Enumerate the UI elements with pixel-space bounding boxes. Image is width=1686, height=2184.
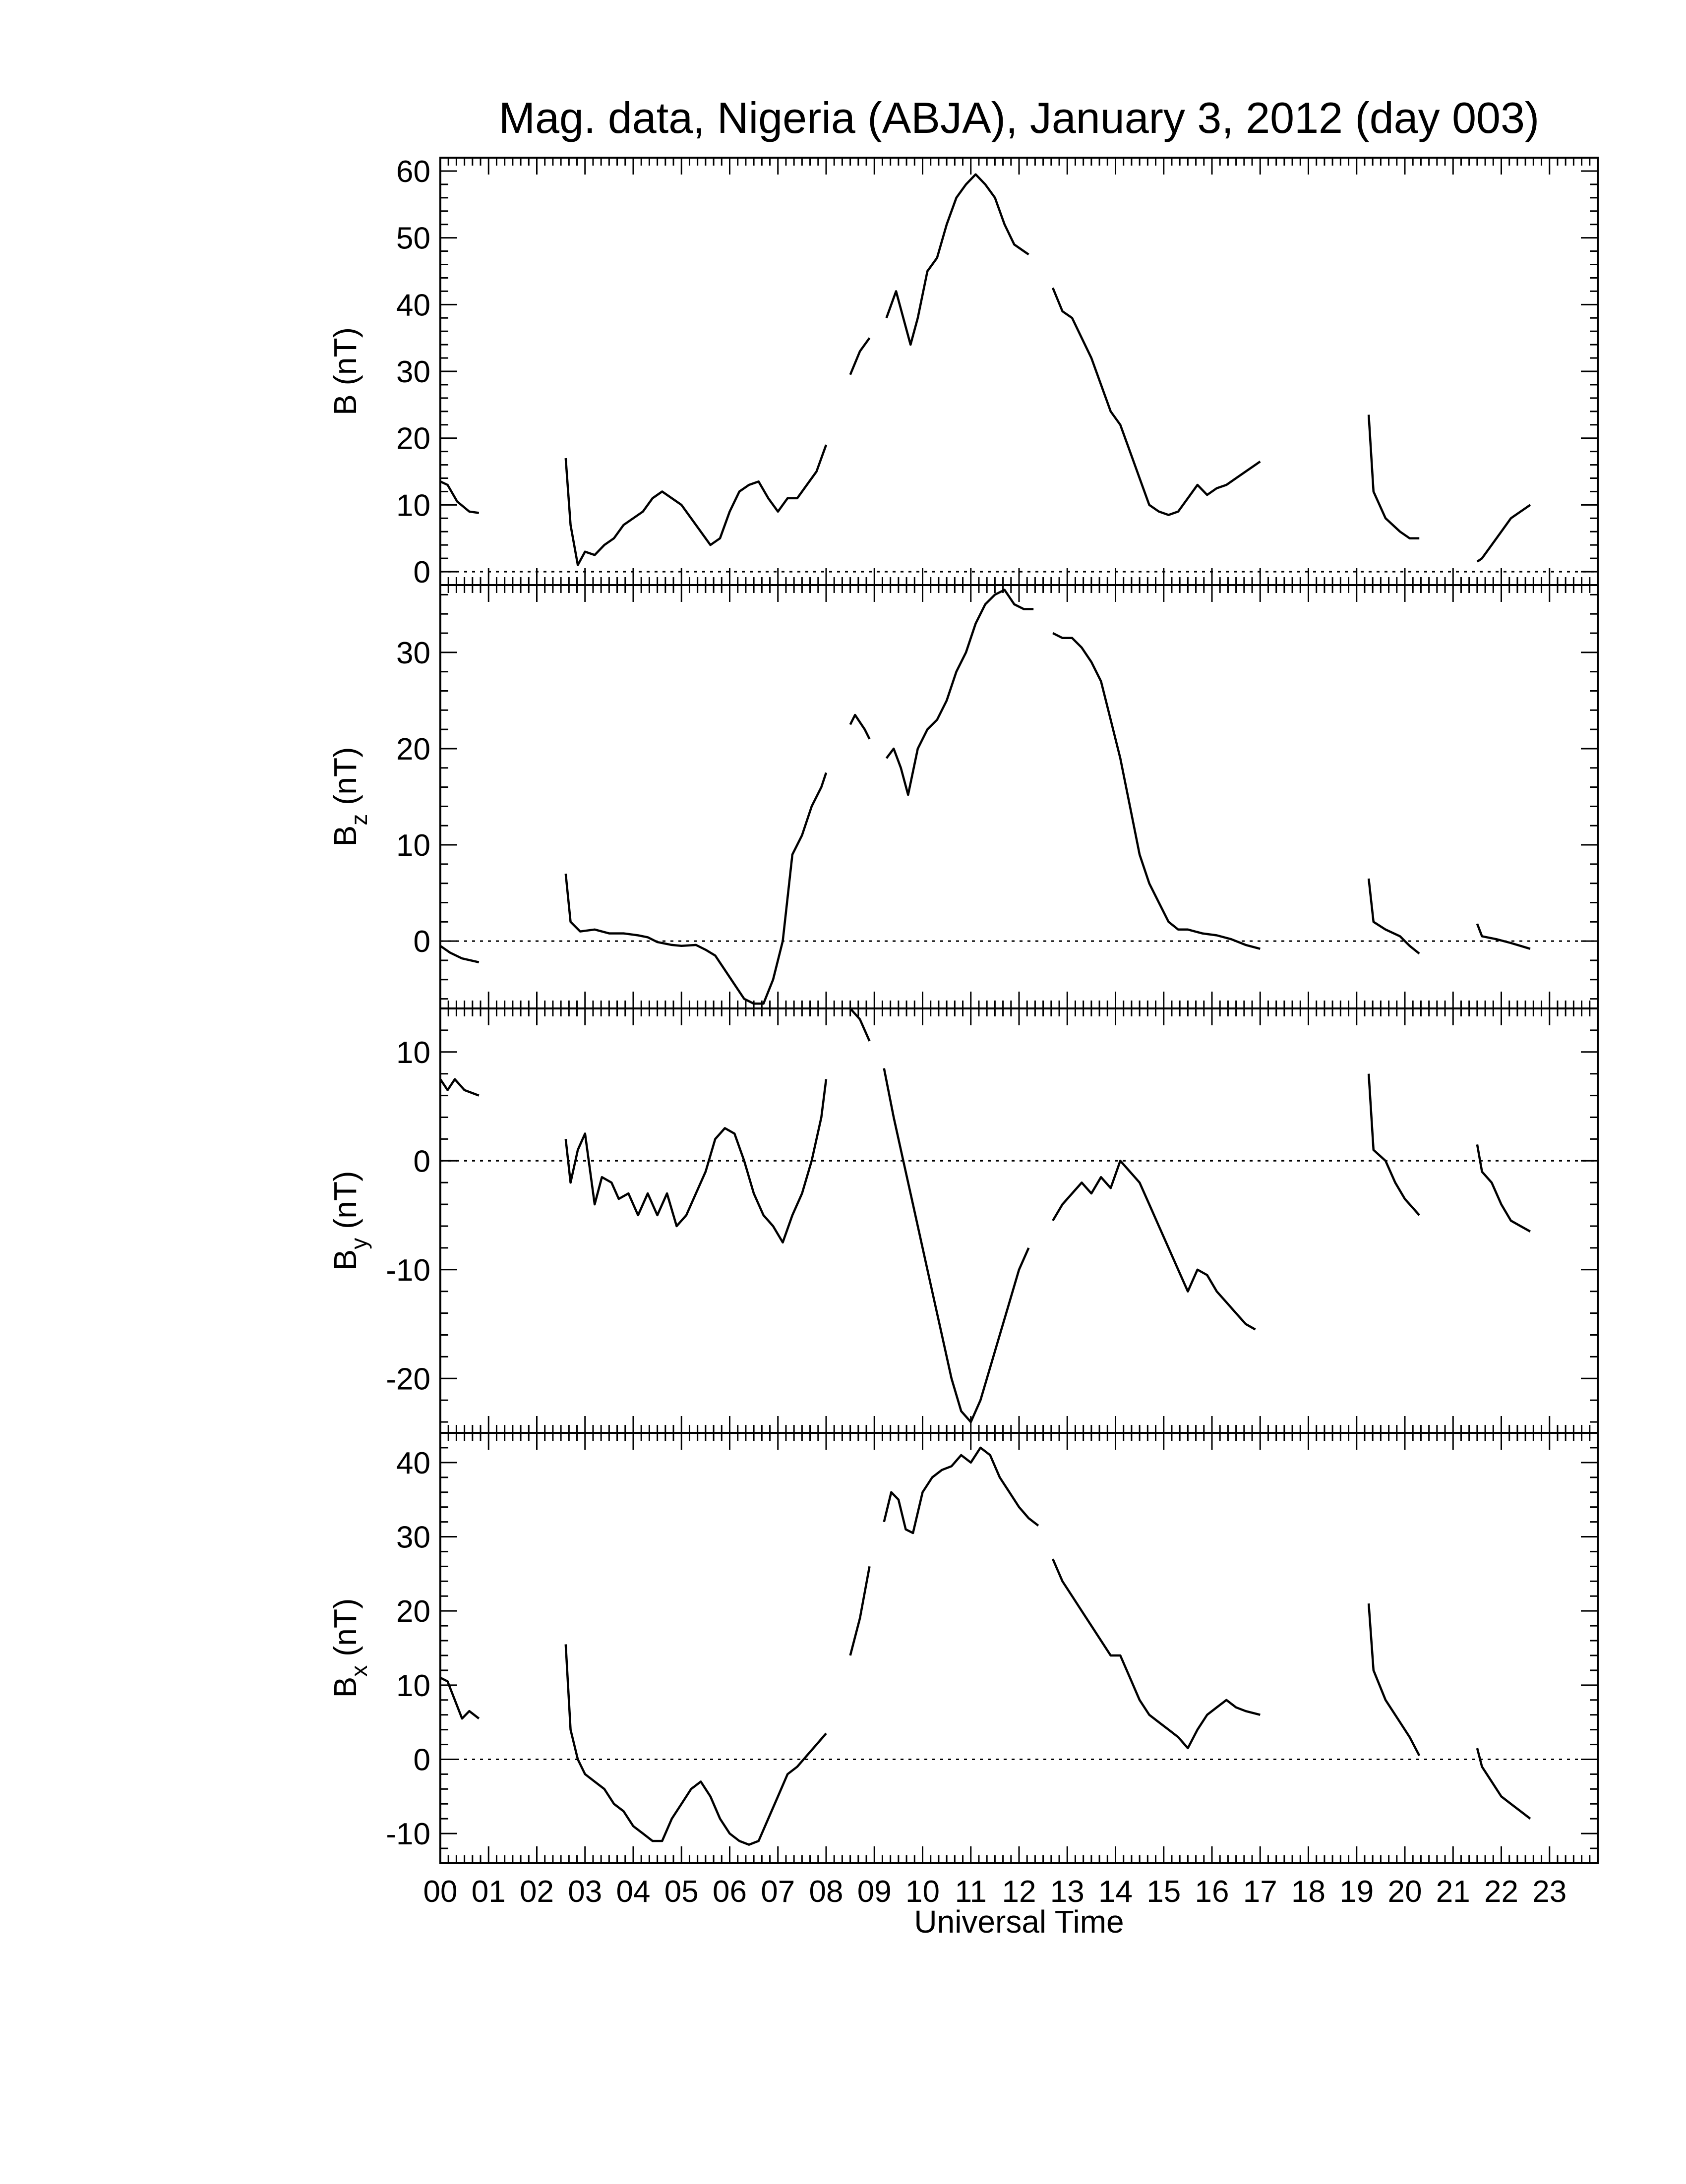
y-tick-label: 20: [396, 422, 430, 456]
panel-By: -20 -10 0 10 By (nT): [327, 1007, 1599, 1434]
x-tick-label: 09: [857, 1875, 892, 1909]
series-line-Bx-3: [883, 1446, 1039, 1535]
series-line-By-5: [1367, 1073, 1420, 1216]
series-line-Bz-1: [564, 772, 828, 1005]
series-line-Bz-4: [1052, 632, 1261, 950]
panel-B: 0 10 20 30 40 50 60 B (nT): [327, 155, 1599, 590]
x-tick-label: 07: [761, 1875, 795, 1909]
x-axis-label: Universal Time: [914, 1904, 1124, 1940]
y-tick-label: 30: [396, 636, 430, 670]
series-line-Bz-3: [885, 589, 1034, 796]
x-tick-label: 17: [1243, 1875, 1277, 1909]
y-tick-label: 30: [396, 355, 430, 389]
series-line-Bx-0: [439, 1676, 480, 1720]
series-line-By-3: [883, 1068, 1030, 1423]
panel-Bz: 0 10 20 30 Bz (nT): [327, 584, 1599, 1009]
panel-frame: [439, 1007, 1599, 1434]
x-tick-label: 02: [520, 1875, 554, 1909]
series-line-Bz-0: [439, 944, 480, 963]
x-tick-label: 12: [1002, 1875, 1036, 1909]
y-tick-label: 0: [414, 1743, 430, 1777]
y-tick-label: -10: [386, 1817, 430, 1851]
x-tick-label: 13: [1050, 1875, 1084, 1909]
series-line-By-6: [1476, 1144, 1531, 1233]
y-tick-label: 0: [414, 925, 430, 959]
series-line-B-0: [440, 480, 480, 514]
x-tick-label: 05: [664, 1875, 699, 1909]
y-tick-label: -20: [386, 1362, 430, 1396]
series-line-By-2: [849, 1007, 871, 1042]
x-tick-label: 10: [905, 1875, 940, 1909]
x-tick-label: 01: [472, 1875, 506, 1909]
series-line-Bx-1: [564, 1644, 827, 1846]
series-line-Bx-4: [1052, 1558, 1261, 1750]
x-tick-label: 22: [1484, 1875, 1518, 1909]
y-tick-label: 30: [396, 1521, 430, 1555]
y-tick-label: 20: [396, 1594, 430, 1629]
x-tick-label: 20: [1388, 1875, 1422, 1909]
panel-frame: [439, 157, 1599, 586]
series-line-Bx-6: [1476, 1748, 1531, 1820]
x-tick-label: 19: [1339, 1875, 1374, 1909]
x-tick-label: 21: [1436, 1875, 1470, 1909]
series-line-B-6: [1476, 504, 1531, 563]
series-line-Bz-2: [849, 713, 871, 740]
x-tick-label: 04: [616, 1875, 651, 1909]
y-tick-label: 20: [396, 732, 430, 767]
x-tick-label: 00: [423, 1875, 458, 1909]
series-line-Bx-5: [1367, 1603, 1421, 1757]
series-line-B-4: [1052, 287, 1261, 516]
x-tick-label: 15: [1146, 1875, 1181, 1909]
x-tick-label: 23: [1532, 1875, 1566, 1909]
series-line-B-1: [564, 444, 828, 566]
y-tick-label: 10: [396, 1669, 430, 1703]
y-axis-label: Bz (nT): [327, 747, 372, 847]
y-tick-label: 40: [396, 1446, 430, 1480]
panel-frame: [439, 1432, 1599, 1864]
y-axis-label: Bx (nT): [327, 1598, 372, 1698]
y-tick-label: 0: [414, 1144, 430, 1179]
y-tick-label: 50: [396, 222, 430, 256]
y-tick-label: 40: [396, 288, 430, 322]
y-tick-label: 10: [396, 828, 430, 863]
x-tick-label: 03: [568, 1875, 602, 1909]
y-axis-label: B (nT): [327, 327, 363, 415]
y-tick-label: 10: [396, 1036, 430, 1070]
series-line-By-0: [439, 1078, 480, 1097]
x-tick-label: 11: [955, 1875, 987, 1909]
series-line-B-3: [885, 173, 1029, 346]
x-tick-label: 06: [713, 1875, 747, 1909]
series-line-Bx-2: [849, 1566, 871, 1656]
panel-Bx: -10 0 10 20 30 40 Bx (nT) 00 01 02 03 04 05 06 07 08 09 1…: [327, 1432, 1599, 1909]
y-tick-label: 10: [396, 488, 430, 523]
series-line-By-4: [1052, 1160, 1256, 1331]
series-line-B-5: [1367, 414, 1420, 539]
y-tick-label: 60: [396, 155, 430, 189]
x-tick-label: 18: [1291, 1875, 1325, 1909]
y-tick-label: 0: [414, 555, 430, 590]
chart-title: Mag. data, Nigeria (ABJA), January 3, 20…: [499, 93, 1539, 142]
y-tick-label: -10: [386, 1253, 430, 1288]
panel-frame: [439, 584, 1599, 1009]
x-tick-label: 08: [809, 1875, 843, 1909]
series-line-Bz-5: [1367, 878, 1420, 955]
y-axis-label: By (nT): [327, 1171, 372, 1271]
x-tick-label: 14: [1098, 1875, 1133, 1909]
series-line-B-2: [849, 337, 871, 375]
series-line-Bz-6: [1476, 923, 1531, 950]
series-line-By-1: [564, 1079, 828, 1244]
x-tick-label: 16: [1195, 1875, 1229, 1909]
